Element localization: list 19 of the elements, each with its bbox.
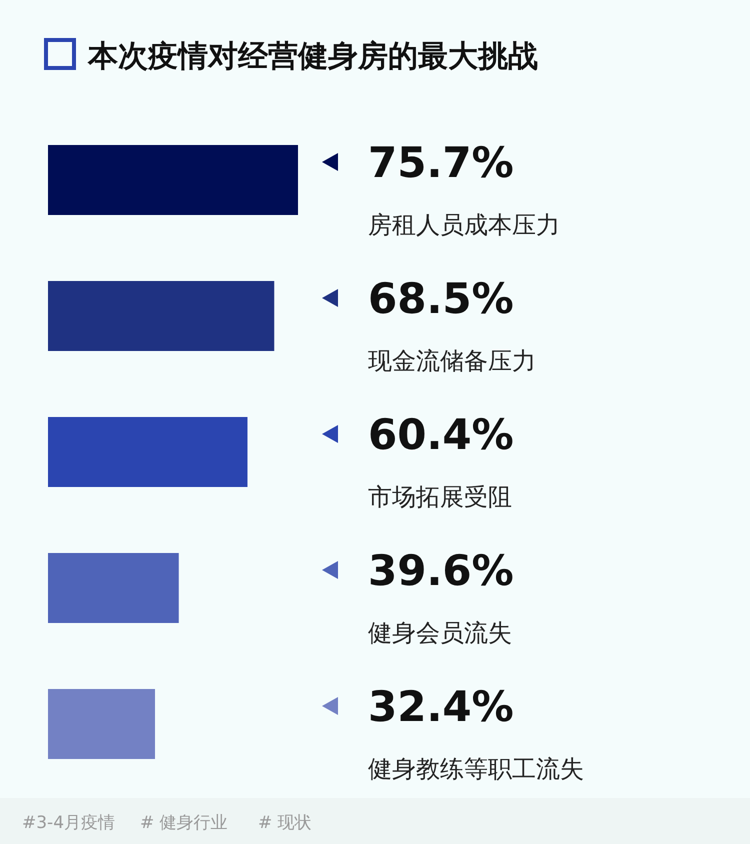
y-tick-label: 现金流储备压力 xyxy=(368,347,536,375)
data-label: 60.4% xyxy=(368,410,514,459)
data-label: 32.4% xyxy=(368,682,514,731)
y-tick-label: 健身教练等职工流失 xyxy=(368,755,584,783)
annotation: # 现状 xyxy=(258,813,312,833)
data-label: 68.5% xyxy=(368,274,514,323)
y-tick-label: 房租人员成本压力 xyxy=(368,211,560,239)
bar xyxy=(48,417,248,487)
bar xyxy=(48,553,179,623)
data-label: 39.6% xyxy=(368,546,514,595)
annotation: # 健身行业 xyxy=(140,813,228,833)
y-tick-label: 市场拓展受阻 xyxy=(368,483,512,511)
bar xyxy=(48,145,298,215)
annotation: #3-4月疫情 xyxy=(22,813,116,833)
data-label: 75.7% xyxy=(368,138,514,187)
bar xyxy=(48,281,274,351)
chart-title: 本次疫情对经营健身房的最大挑战 xyxy=(87,39,538,74)
y-tick-label: 健身会员流失 xyxy=(368,619,512,647)
bar xyxy=(48,689,155,759)
